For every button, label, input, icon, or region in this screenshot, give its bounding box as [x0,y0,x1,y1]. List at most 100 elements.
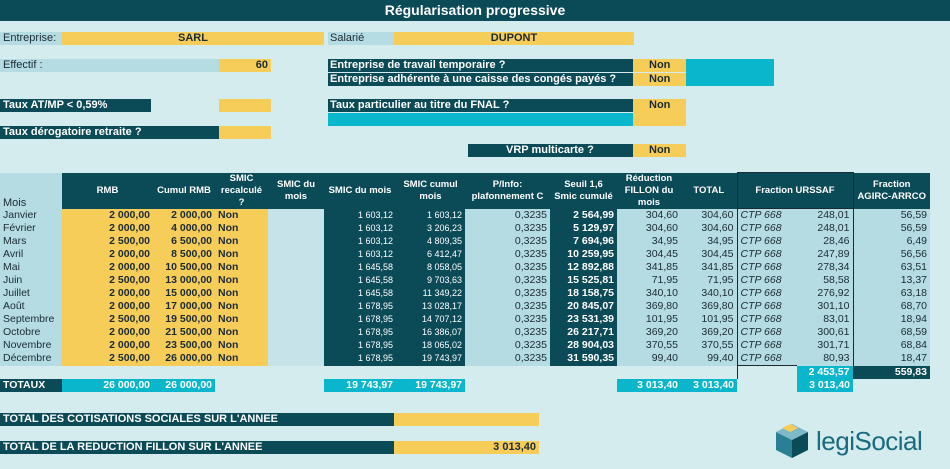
smic-cumul-cell: 1 603,12 [396,208,465,222]
smic-du-mois-cell: 1 603,12 [324,222,396,235]
total-cell: 369,20 [681,326,737,339]
table-row: Février 2 000,00 4 000,00 Non 1 603,12 3 206,… [0,222,930,235]
p-info-cell: 0,3235 [465,287,550,300]
table-row: Août 2 000,00 17 000,00 Non 1 678,95 13 028,1… [0,300,930,313]
total-reduction-field[interactable]: 3 013,40 [394,441,539,454]
salarie-field[interactable]: DUPONT [394,32,634,45]
reduction-cell: 304,60 [617,222,681,235]
smic-cumul-cell: 13 028,17 [396,300,465,313]
cumul-rmb-cell: 4 000,00 [153,222,215,235]
smic-du-mois-cell: 1 603,12 [324,235,396,248]
smic-recalcule-cell[interactable]: Non [215,261,268,274]
travail-temporaire-label: Entreprise de travail temporaire ? [328,59,633,72]
taux-fnal-label: Taux particulier au titre du FNAL ? [328,99,633,112]
smic-recalcule-cell[interactable]: Non [215,274,268,287]
rmb-cell[interactable]: 2 000,00 [62,339,153,352]
cumul-rmb-cell: 2 000,00 [153,208,215,222]
cumul-rmb-cell: 17 000,00 [153,300,215,313]
rmb-cell[interactable]: 2 000,00 [62,248,153,261]
smic-recalcule-cell[interactable]: Non [215,339,268,352]
rmb-cell[interactable]: 2 000,00 [62,300,153,313]
table-row: Mars 2 500,00 6 500,00 Non 1 603,12 4 809,35 0… [0,235,930,248]
table-row: Octobre 2 000,00 21 500,00 Non 1 678,95 16 38… [0,326,930,339]
info-box [686,59,774,86]
seuil-cell: 5 129,97 [550,222,617,235]
mois-cell: Mars [0,235,62,248]
rmb-cell[interactable]: 2 000,00 [62,261,153,274]
smic-recalcule-cell[interactable]: Non [215,352,268,366]
table-row: Décembre 2 500,00 26 000,00 Non 1 678,95 19 7… [0,352,930,366]
mois-cell: Août [0,300,62,313]
fraction-agirc-total: 559,83 [853,365,930,379]
smic-recalcule-cell[interactable]: Non [215,287,268,300]
smic-recalcule-cell[interactable]: Non [215,300,268,313]
p-info-cell: 0,3235 [465,208,550,222]
smic-recalcule-cell[interactable]: Non [215,208,268,222]
col-total: TOTAL [681,172,737,209]
mois-cell: Janvier [0,208,62,222]
totaux-smic-mois: 19 743,97 [324,379,396,392]
smic-recalcule-cell[interactable]: Non [215,313,268,326]
seuil-cell: 12 892,88 [550,261,617,274]
total-cell: 304,45 [681,248,737,261]
fraction-agirc-cell: 63,51 [853,261,930,274]
legisocial-logo: legiSocial [770,418,940,462]
mois-cell: Novembre [0,339,62,352]
rmb-cell[interactable]: 2 500,00 [62,274,153,287]
rmb-cell[interactable]: 2 500,00 [62,313,153,326]
seuil-cell: 2 564,99 [550,208,617,222]
totaux-row: TOTAUX 26 000,00 26 000,00 19 743,97 19 … [0,379,930,392]
cumul-rmb-cell: 19 500,00 [153,313,215,326]
smic-recalcule-cell[interactable]: Non [215,248,268,261]
entreprise-field[interactable]: SARL [62,32,324,45]
taux-fnal-field[interactable]: Non [633,99,686,126]
reduction-cell: 34,95 [617,235,681,248]
total-cell: 341,85 [681,261,737,274]
rmb-cell[interactable]: 2 000,00 [62,287,153,300]
smic-du-mois-empty-cell [268,222,324,235]
smic-du-mois-cell: 1 678,95 [324,352,396,366]
reduction-cell: 370,55 [617,339,681,352]
rmb-cell[interactable]: 2 000,00 [62,208,153,222]
ctp-cell: CTP 668 [736,339,797,352]
ctp-cell: CTP 668 [736,352,797,366]
vrp-field[interactable]: Non [633,144,686,157]
rmb-cell[interactable]: 2 000,00 [62,222,153,235]
smic-cumul-cell: 8 058,05 [396,261,465,274]
p-info-cell: 0,3235 [465,235,550,248]
smic-recalcule-cell[interactable]: Non [215,326,268,339]
smic-du-mois-cell: 1 603,12 [324,248,396,261]
page-title: Régularisation progressive [0,0,950,21]
fraction-agirc-cell: 63,18 [853,287,930,300]
totaux-cumul: 26 000,00 [153,379,215,392]
p-info-cell: 0,3235 [465,248,550,261]
reduction-cell: 304,45 [617,248,681,261]
col-fraction-agirc: Fraction AGIRC-ARRCO [853,172,930,209]
taux-derogatoire-field[interactable] [219,126,271,139]
total-cell: 369,80 [681,300,737,313]
smic-recalcule-cell[interactable]: Non [215,222,268,235]
table-row: Avril 2 000,00 8 500,00 Non 1 603,12 6 412,47… [0,248,930,261]
smic-cumul-cell: 6 412,47 [396,248,465,261]
logo-text: legiSocial [816,426,923,456]
seuil-cell: 26 217,71 [550,326,617,339]
fraction-agirc-cell: 56,59 [853,208,930,222]
rmb-cell[interactable]: 2 000,00 [62,326,153,339]
mois-cell: Décembre [0,352,62,366]
total-cotisations-field[interactable] [394,413,539,426]
cumul-rmb-cell: 6 500,00 [153,235,215,248]
cumul-rmb-cell: 15 000,00 [153,287,215,300]
conges-payes-field[interactable]: Non [633,73,686,86]
total-cell: 101,95 [681,313,737,326]
p-info-cell: 0,3235 [465,339,550,352]
effectif-field[interactable]: 60 [219,59,271,72]
cube-logo-icon [776,424,808,458]
travail-temporaire-field[interactable]: Non [633,59,686,72]
smic-recalcule-cell[interactable]: Non [215,235,268,248]
rmb-cell[interactable]: 2 500,00 [62,352,153,366]
col-rmb: RMB [62,172,153,209]
fraction-agirc-cell: 68,84 [853,339,930,352]
rmb-cell[interactable]: 2 500,00 [62,235,153,248]
taux-atmp-field[interactable] [219,99,271,112]
table-row: Juin 2 500,00 13 000,00 Non 1 645,58 9 703,63… [0,274,930,287]
